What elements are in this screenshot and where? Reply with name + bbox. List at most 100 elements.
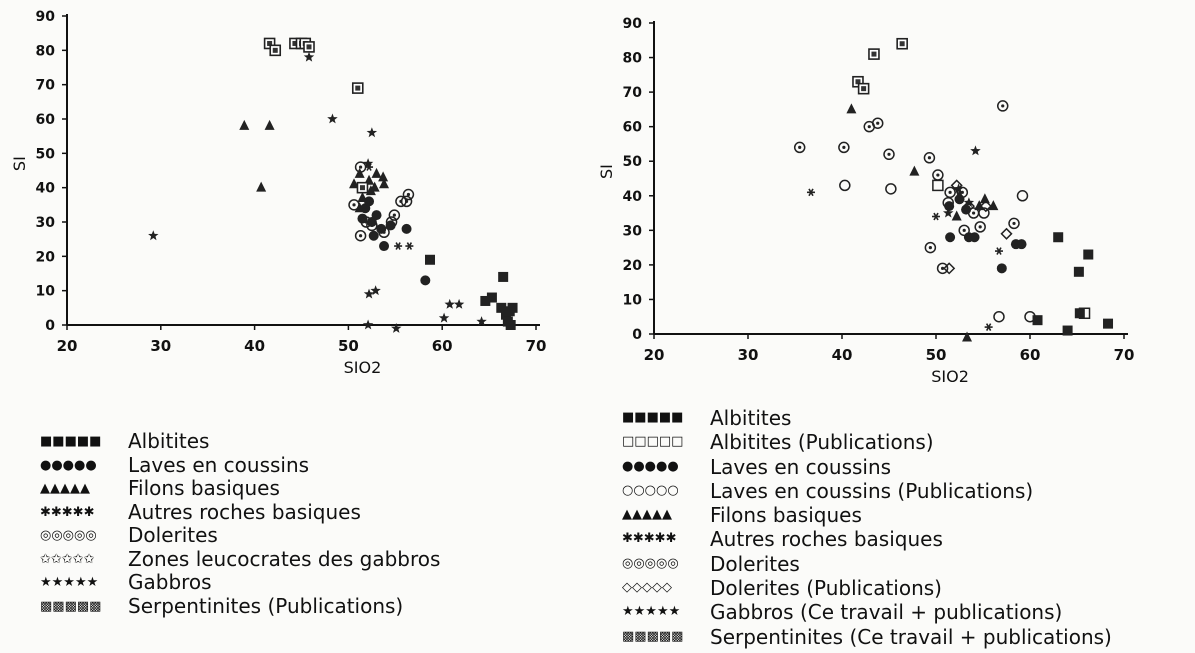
data-point — [378, 226, 390, 239]
data-point — [438, 312, 450, 323]
legend-right: ■■■■■ Albitites □□□□□ Albitites (Publicati… — [622, 406, 1112, 649]
data-point — [993, 310, 1005, 323]
x-tick-label: 50 — [338, 337, 359, 355]
legend-symbol: ✱✱✱✱✱ — [40, 504, 95, 520]
data-point — [896, 37, 908, 50]
data-point — [348, 199, 360, 211]
data-point — [498, 271, 509, 282]
legend-symbol: ○○○○○ — [622, 482, 679, 498]
legend-left: ■■■■■ Albitites ●●●●● Laves en coussins ▲▲… — [40, 429, 440, 619]
x-tick-label: 20 — [644, 346, 665, 364]
data-point — [379, 178, 390, 189]
x-tick-label: 60 — [432, 337, 453, 355]
data-point — [1008, 217, 1020, 230]
x-tick-label: 70 — [1114, 346, 1135, 364]
legend-symbol: ✱✱✱✱✱ — [622, 531, 677, 547]
y-tick-label: 20 — [623, 258, 643, 274]
y-tick-label: 40 — [36, 181, 56, 197]
data-point — [476, 316, 487, 326]
series — [943, 145, 981, 218]
data-point — [1083, 249, 1094, 260]
data-point — [256, 181, 267, 192]
y-tick-label: 30 — [623, 223, 643, 239]
legend-symbol: ◇◇◇◇◇ — [622, 580, 672, 596]
legend-right-item: ●●●●● Laves en coussins — [622, 455, 1112, 479]
data-point — [1062, 325, 1073, 336]
legend-right-item: ★★★★★ Gabbros (Ce travail + publications) — [622, 600, 1112, 624]
legend-left-item: ▲▲▲▲▲ Filons basiques — [40, 476, 440, 501]
data-point — [793, 141, 806, 154]
x-tick-label: 40 — [244, 337, 265, 355]
data-point — [366, 127, 378, 138]
legend-left-item: ▩▩▩▩▩ Serpentinites (Publications) — [40, 594, 440, 619]
legend-left-item: ★★★★★ Gabbros — [40, 570, 440, 595]
data-point — [507, 302, 518, 313]
legend-symbol: ◎◎◎◎◎ — [40, 528, 97, 543]
data-point — [420, 275, 431, 286]
data-point — [1103, 318, 1114, 329]
data-point — [1032, 315, 1043, 326]
data-point — [264, 119, 275, 130]
data-point — [486, 292, 497, 303]
legend-label: Gabbros — [128, 570, 212, 594]
legend-left-item: ✱✱✱✱✱ Autres roches basiques — [40, 499, 440, 525]
series — [839, 179, 1036, 323]
data-point — [444, 298, 455, 309]
y-tick-label: 10 — [36, 284, 56, 300]
legend-label: Filons basiques — [710, 503, 862, 528]
data-point — [943, 207, 954, 218]
data-point — [962, 331, 973, 342]
data-point — [401, 223, 412, 234]
data-point — [963, 197, 975, 208]
legend-right-item: ○○○○○ Laves en coussins (Publications) — [622, 479, 1112, 503]
data-point — [385, 220, 396, 231]
data-point — [402, 188, 415, 201]
data-point — [979, 193, 990, 204]
x-tick-label: 20 — [57, 337, 78, 355]
legend-right-item: ▲▲▲▲▲ Filons basiques — [622, 503, 1112, 527]
data-point — [945, 232, 956, 243]
y-tick-label: 80 — [36, 43, 56, 59]
y-tick-label: 90 — [623, 16, 643, 32]
y-tick-label: 80 — [623, 51, 643, 67]
legend-symbol: ■■■■■ — [40, 434, 102, 449]
data-point — [148, 230, 159, 241]
y-tick-label: 70 — [36, 78, 56, 94]
x-tick-label: 50 — [926, 346, 947, 364]
legend-symbol: ▩▩▩▩▩ — [40, 598, 102, 614]
legend-symbol: ▩▩▩▩▩ — [622, 628, 684, 644]
legend-symbol: ★★★★★ — [40, 575, 99, 590]
data-point — [951, 210, 962, 221]
legend-label: Filons basiques — [128, 476, 280, 500]
x-tick-label: 60 — [1020, 346, 1041, 364]
x-tick-label: 40 — [832, 346, 853, 364]
data-point — [405, 242, 414, 250]
legend-label: Autres roches basiques — [128, 499, 361, 524]
data-point — [239, 119, 250, 130]
legend-left-item: ◎◎◎◎◎ Dolerites — [40, 523, 440, 548]
data-point — [868, 48, 880, 60]
chart-right: 0 10 20 30 40 50 60 70 80 90 20 30 40 50 60 70 SIO2 SI — [597, 16, 1135, 386]
data-point — [379, 241, 390, 252]
y-tick-label: 50 — [623, 154, 643, 170]
data-point — [996, 263, 1007, 274]
data-point — [327, 113, 338, 124]
legend-symbol: ■■■■■ — [622, 410, 684, 425]
data-point — [923, 152, 936, 164]
y-tick-label: 0 — [632, 327, 642, 343]
data-point — [360, 216, 372, 228]
data-point — [970, 145, 981, 156]
data-point — [932, 169, 944, 181]
y-axis-label: SI — [10, 156, 29, 171]
data-point — [839, 179, 851, 192]
data-point — [378, 171, 389, 182]
legend-label: Laves en coussins — [128, 452, 310, 477]
y-tick-label: 70 — [623, 85, 643, 101]
y-tick-label: 60 — [36, 112, 56, 128]
data-point — [269, 44, 282, 57]
data-point — [364, 196, 375, 207]
y-tick-label: 20 — [36, 249, 56, 265]
x-tick-label: 30 — [150, 337, 171, 355]
legend-right-item: ◇◇◇◇◇ Dolerites (Publications) — [622, 576, 1112, 600]
data-point — [994, 247, 1003, 255]
